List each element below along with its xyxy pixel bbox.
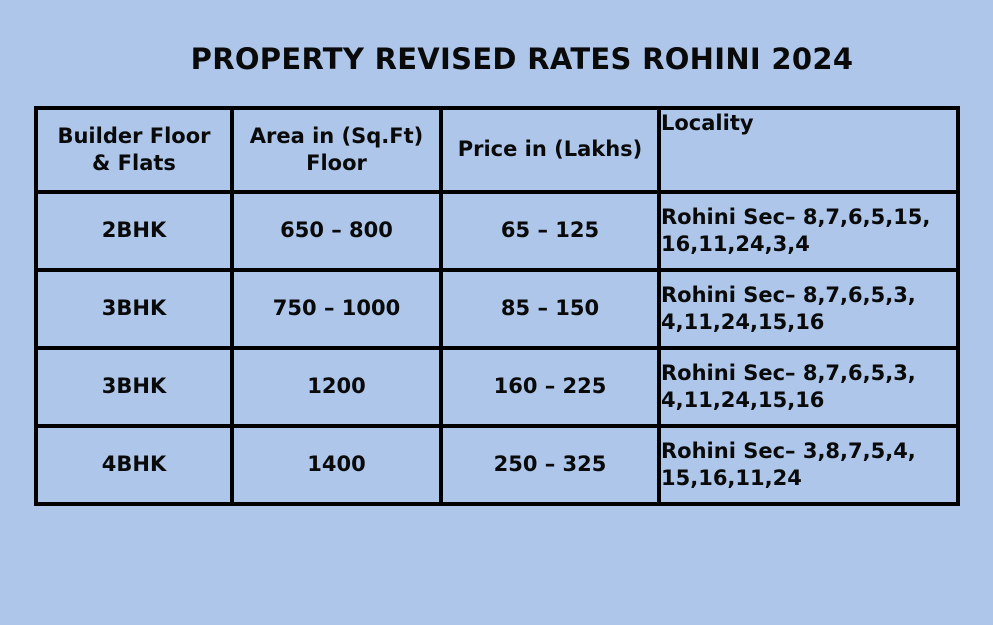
cell-price: 160 – 225 (439, 346, 661, 428)
cell-locality: Rohini Sec– 8,7,6,5,3, 4,11,24,15,16 (657, 268, 960, 350)
cell-type: 3BHK (34, 346, 234, 428)
table-row: 3BHK 1200 160 – 225 Rohini Sec– 8,7,6,5,… (34, 346, 960, 428)
header-locality-line-1: Locality (661, 111, 754, 135)
cell-locality: Rohini Sec– 8,7,6,5,15, 16,11,24,3,4 (657, 190, 960, 272)
cell-type: 3BHK (34, 268, 234, 350)
header-area: Area in (Sq.Ft) Floor (230, 106, 443, 194)
cell-area: 650 – 800 (230, 190, 443, 272)
cell-locality-line-2: 4,11,24,15,16 (661, 310, 825, 334)
cell-locality-line-1: Rohini Sec– 3,8,7,5,4, (661, 438, 916, 463)
header-area-line-2: Floor (306, 151, 367, 175)
table-header-row: Builder Floor & Flats Area in (Sq.Ft) Fl… (34, 106, 960, 194)
cell-price: 85 – 150 (439, 268, 661, 350)
cell-locality-line-1: Rohini Sec– 8,7,6,5,3, (661, 282, 916, 307)
cell-area: 750 – 1000 (230, 268, 443, 350)
cell-locality-line-2: 15,16,11,24 (661, 466, 802, 490)
header-property-type-line-1: Builder Floor (57, 123, 211, 148)
table-row: 4BHK 1400 250 – 325 Rohini Sec– 3,8,7,5,… (34, 424, 960, 506)
table-row: 3BHK 750 – 1000 85 – 150 Rohini Sec– 8,7… (34, 268, 960, 350)
cell-locality-line-2: 16,11,24,3,4 (661, 232, 810, 256)
cell-locality-line-2: 4,11,24,15,16 (661, 388, 825, 412)
cell-type: 2BHK (34, 190, 234, 272)
cell-locality-line-1: Rohini Sec– 8,7,6,5,3, (661, 360, 916, 385)
cell-locality-line-1: Rohini Sec– 8,7,6,5,15, (661, 204, 931, 229)
header-locality: Locality (657, 106, 960, 194)
header-property-type: Builder Floor & Flats (34, 106, 234, 194)
cell-locality: Rohini Sec– 8,7,6,5,3, 4,11,24,15,16 (657, 346, 960, 428)
header-property-type-line-2: & Flats (92, 151, 176, 175)
header-price-line-1: Price in (Lakhs) (457, 137, 643, 162)
header-area-line-1: Area in (Sq.Ft) (249, 123, 424, 148)
table-row: 2BHK 650 – 800 65 – 125 Rohini Sec– 8,7,… (34, 190, 960, 272)
cell-type: 4BHK (34, 424, 234, 506)
header-price: Price in (Lakhs) (439, 106, 661, 194)
cell-locality: Rohini Sec– 3,8,7,5,4, 15,16,11,24 (657, 424, 960, 506)
rates-table: Builder Floor & Flats Area in (Sq.Ft) Fl… (34, 106, 960, 506)
cell-area: 1400 (230, 424, 443, 506)
cell-price: 250 – 325 (439, 424, 661, 506)
cell-area: 1200 (230, 346, 443, 428)
page-title: PROPERTY REVISED RATES ROHINI 2024 (190, 42, 854, 76)
cell-price: 65 – 125 (439, 190, 661, 272)
